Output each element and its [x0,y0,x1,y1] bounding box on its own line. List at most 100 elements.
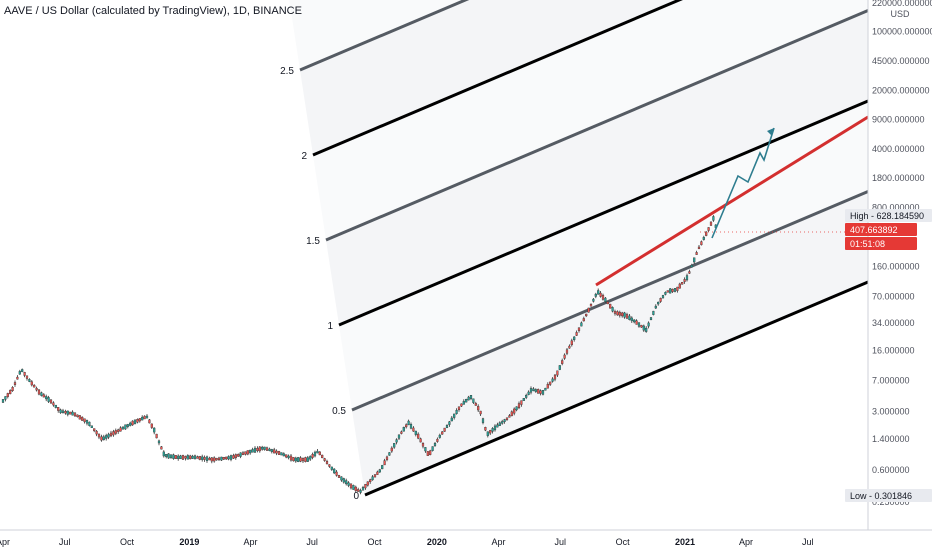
candle-body [546,384,549,389]
candle-body [251,449,254,453]
countdown-badge: 01:51:08 [845,237,917,250]
candle-body [64,411,67,414]
candle-body [544,387,547,391]
candle-body [630,317,633,322]
candle-body [371,476,374,481]
candle-body [280,452,283,456]
channel-line-1 [338,99,869,327]
candle-body [107,433,110,438]
candle-body [13,382,17,385]
candle-body [213,457,216,462]
candle-body [263,446,266,450]
candle-body [237,454,240,457]
candle-body [669,288,672,294]
candle-body [299,457,302,462]
candle-body [289,455,293,461]
candle-body [673,288,677,292]
candle-body [112,431,115,436]
candle-body [97,433,101,438]
candle-body [258,446,261,452]
candle-body [517,403,521,409]
x-tick-label: 2019 [179,537,199,547]
candle-body [414,430,417,435]
candle-body [309,456,312,460]
x-tick-label: Jul [306,537,318,547]
candle-body [165,454,168,457]
candle-body [349,483,353,489]
candle-body [393,443,396,448]
candle-body [438,434,441,438]
y-tick-label: 4000.000000 [872,144,925,154]
candle-body [232,455,235,459]
candle-body [707,227,710,231]
channel-level-label: 2 [301,151,307,162]
channel-band [339,101,868,411]
currency-label: USD [890,9,910,19]
y-tick-label: 16.000000 [872,345,915,355]
candle-body [681,282,684,285]
candle-body [474,403,477,406]
candle-body [597,290,600,295]
candle-body [709,221,713,226]
candle-body [405,424,408,428]
candle-body [664,292,667,295]
candle-body [611,307,614,312]
low-price-badge-text: Low - 0.301846 [850,491,912,501]
candle-body [364,484,367,489]
candle-body [397,434,401,439]
projection-arrowhead [767,128,774,136]
candle-body [366,481,369,486]
candle-body [241,452,245,456]
candle-body [407,420,410,426]
candle-body [510,411,513,417]
candle-body [609,303,612,309]
candle-body [402,427,405,432]
candle-body [105,435,108,439]
candle-body [484,427,487,431]
candle-body [421,443,425,447]
candle-body [400,431,403,434]
candle-body [9,390,12,395]
candle-body [167,453,170,459]
candle-body [153,427,156,433]
candle-body [169,454,173,459]
candle-body [433,443,437,446]
candle-body [141,416,144,421]
candle-body [210,457,213,462]
candle-body [462,401,465,405]
x-tick-label: Jul [59,537,71,547]
x-tick-label: Oct [616,537,631,547]
candle-body [313,451,317,457]
candle-body [522,398,525,401]
candle-body [297,457,300,462]
candle-body [49,399,53,404]
candle-body [145,415,149,419]
candle-body [647,322,650,327]
candle-body [472,398,475,403]
candle-body [585,313,588,317]
candle-body [445,424,449,428]
candle-body [117,429,120,432]
candle-body [18,371,21,375]
candle-body [453,413,456,418]
candle-body [208,457,211,461]
candle-body [606,301,609,305]
candle-body [184,456,187,459]
candle-body [489,430,492,434]
x-tick-label: Oct [367,537,382,547]
candle-body [582,318,585,322]
candle-body [575,332,578,336]
candle-body [239,452,242,457]
x-tick-label: Apr [739,537,753,547]
high-price-badge-bg [845,209,932,222]
candle-body [373,474,377,478]
candle-body [28,379,31,382]
trend-line [595,115,869,287]
candle-body [498,422,501,426]
candle-body [253,447,257,453]
price-axis-panel [868,0,932,550]
candle-body [285,454,288,458]
x-tick-label: Apr [492,537,506,547]
